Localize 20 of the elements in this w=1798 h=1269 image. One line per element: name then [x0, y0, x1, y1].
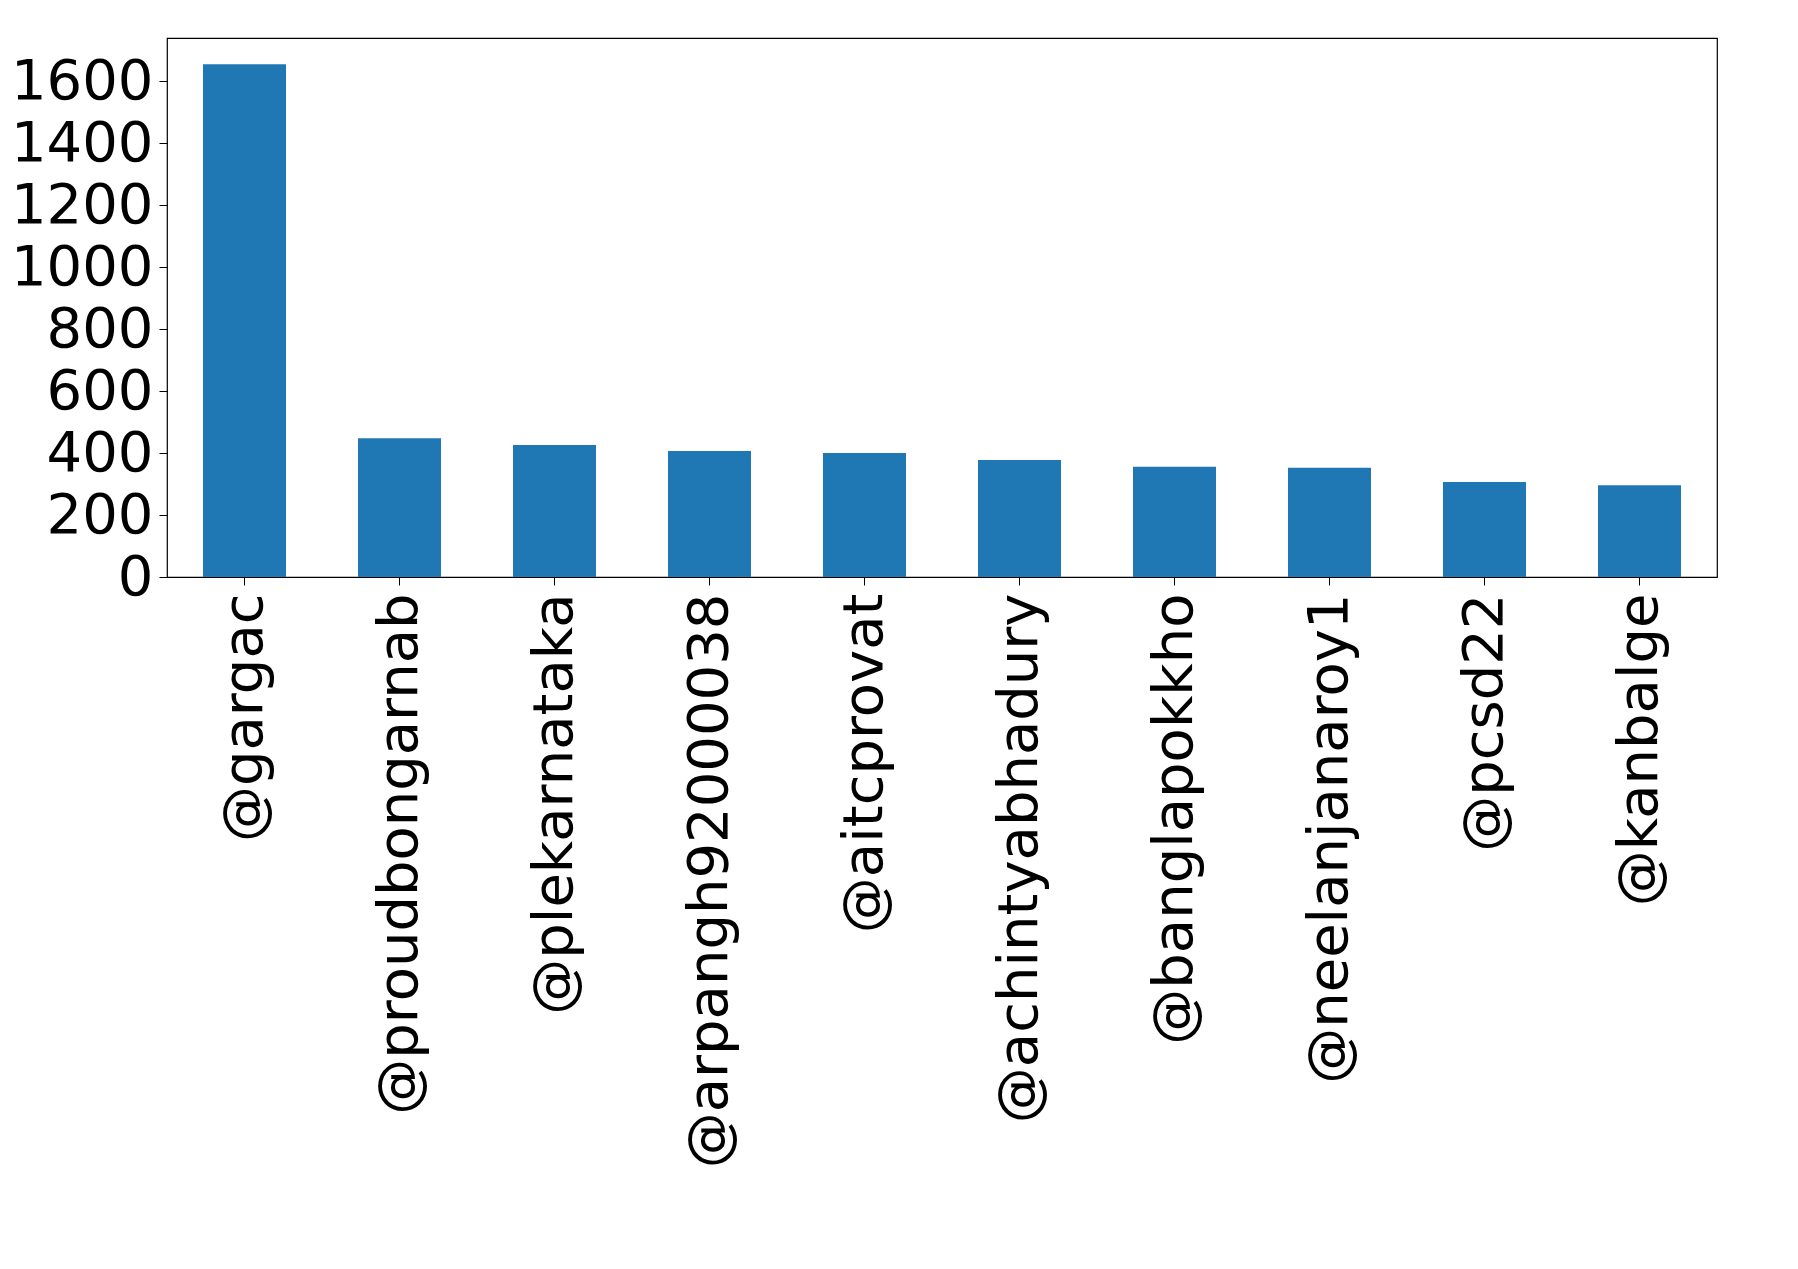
x-tick-label: @banglapokkho — [1139, 593, 1205, 1045]
x-tick-label: @arpangh92000038 — [674, 593, 740, 1169]
bar — [203, 64, 286, 577]
x-tick-label: @plekarnataka — [519, 593, 585, 1015]
x-tick-label: @aitcprovat — [829, 593, 895, 934]
x-tick-label: @kanbalge — [1604, 593, 1670, 907]
x-tick-label: @achintyabhadury — [984, 593, 1050, 1124]
x-tick-label: @gargac — [209, 593, 275, 843]
bar — [668, 450, 751, 577]
x-tick-label: @pcsd22 — [1449, 593, 1515, 852]
bar — [1598, 485, 1681, 577]
bar — [513, 445, 596, 577]
x-tick-label: @neelanjanaroy1 — [1294, 593, 1360, 1084]
bar — [978, 459, 1061, 577]
bar — [1443, 481, 1526, 577]
bar — [1288, 467, 1371, 577]
bar — [823, 453, 906, 577]
bar — [358, 438, 441, 577]
x-tick-label: @proudbongarnab — [364, 593, 430, 1115]
bar — [1133, 466, 1216, 577]
